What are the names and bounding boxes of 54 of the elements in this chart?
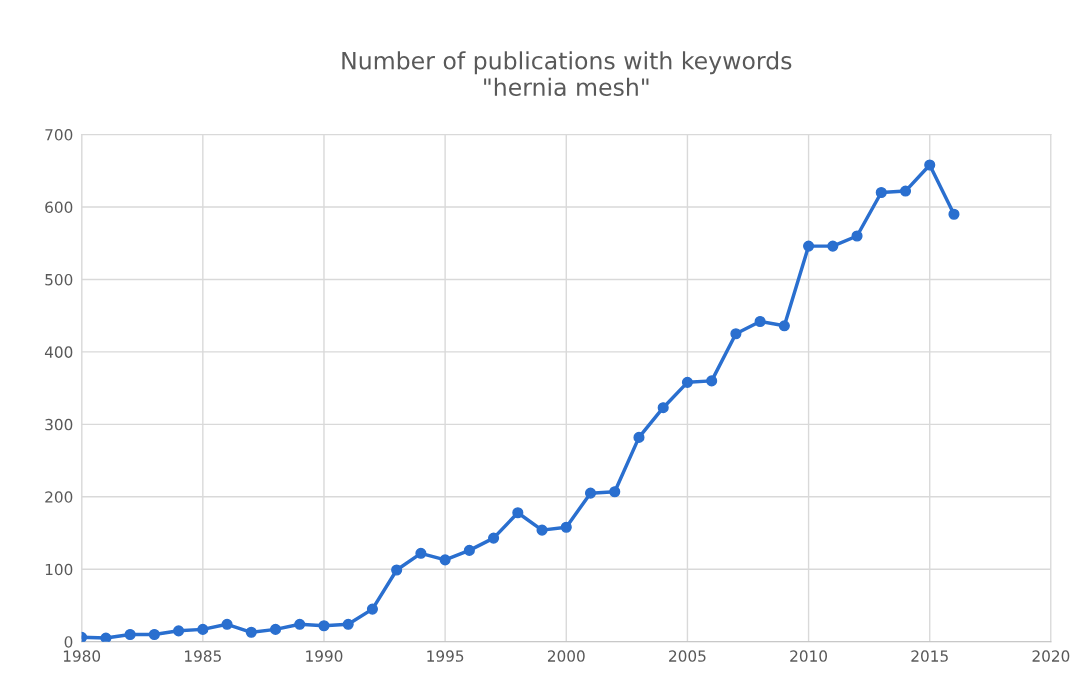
point [851,230,863,242]
point [173,625,185,637]
point [488,532,500,544]
point [633,431,645,443]
point [124,628,136,641]
y-tick-label: 600 [45,201,73,214]
point [366,603,378,615]
x-tick-label: 1985 [185,650,221,662]
x-tick-label: 2000 [547,650,585,662]
point [609,486,621,498]
point [463,544,475,556]
point [778,320,790,332]
point [439,554,451,566]
y-tick-label: 700 [45,129,73,141]
point [100,632,112,642]
x-tick-label: 2010 [790,650,828,662]
point [512,507,524,519]
y-tick-label: 200 [45,491,73,503]
y-tick-label: 400 [44,346,73,358]
point [681,376,693,388]
y-tick-label: 300 [45,418,73,431]
point [730,328,742,340]
point [584,487,597,499]
point [221,618,233,630]
point [536,524,548,536]
point [342,618,354,630]
point [391,564,403,576]
point [560,521,572,533]
x-tick-label: 1995 [427,650,464,662]
y-tick-label: 500 [45,273,73,286]
point [245,626,257,638]
point [827,240,839,252]
point [875,186,887,199]
point [148,628,160,641]
point [197,623,209,635]
x-tick-label: 2005 [669,650,706,662]
point [706,375,718,387]
y-tick-label: 0 [64,636,73,648]
point [294,618,306,630]
point [948,208,960,220]
point [924,159,936,171]
y-tick-label: 100 [45,563,73,576]
chart-title: Number of publications with keywords "hernia mesh" [342,51,792,96]
point [754,315,766,328]
x-tick-label: 2015 [911,650,948,662]
point [318,620,330,632]
x-tick-label: 1980 [63,650,101,662]
x-tick-label: 2020 [1032,650,1070,662]
point [657,402,669,414]
point [899,185,912,197]
x-tick-label: 1990 [306,650,343,662]
point [415,547,427,559]
point [269,623,282,635]
point [803,240,815,252]
